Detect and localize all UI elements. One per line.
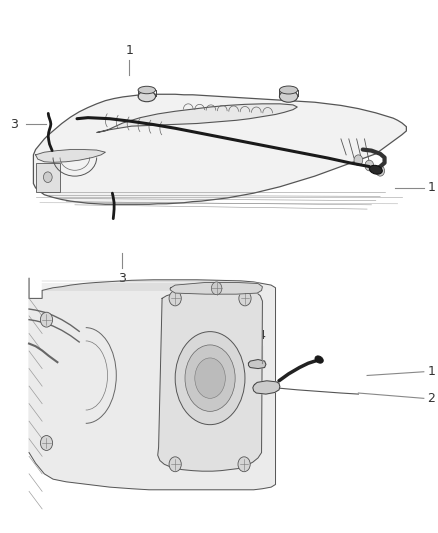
Bar [35,163,60,192]
Ellipse shape [315,356,323,364]
Circle shape [354,155,363,165]
Circle shape [169,291,181,306]
Polygon shape [29,278,276,490]
Circle shape [376,165,385,176]
Ellipse shape [369,165,382,174]
Polygon shape [158,287,262,471]
Ellipse shape [279,86,298,94]
Ellipse shape [195,358,225,398]
Ellipse shape [185,345,235,411]
Ellipse shape [138,91,155,102]
Circle shape [40,435,53,450]
Circle shape [43,172,52,182]
Circle shape [238,457,250,472]
Text: 3: 3 [10,118,18,131]
Ellipse shape [138,86,155,94]
Text: 1: 1 [427,181,435,195]
Circle shape [169,457,181,472]
Circle shape [365,160,374,171]
Polygon shape [33,94,406,204]
Text: 3: 3 [118,272,126,285]
Polygon shape [97,104,297,133]
Text: 1: 1 [125,44,133,56]
Ellipse shape [279,91,298,102]
Polygon shape [35,150,106,163]
Polygon shape [170,282,262,294]
Text: 1: 1 [427,365,435,378]
Polygon shape [248,360,266,368]
Text: 4: 4 [258,329,265,342]
Circle shape [239,291,251,306]
Circle shape [40,312,53,327]
Polygon shape [253,381,280,394]
Text: 2: 2 [427,392,435,405]
Circle shape [212,282,222,295]
Ellipse shape [175,332,245,425]
